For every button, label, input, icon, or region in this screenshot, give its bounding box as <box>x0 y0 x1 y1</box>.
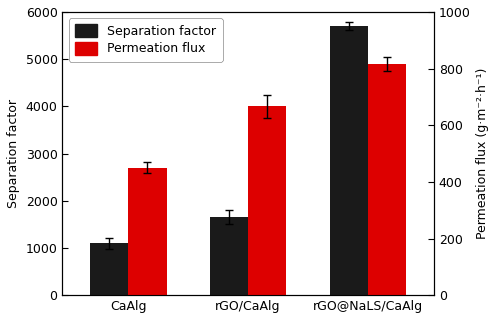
Bar <box>210 217 248 295</box>
Bar <box>329 26 368 295</box>
Bar <box>248 106 286 295</box>
Bar <box>128 168 167 295</box>
Y-axis label: Separation factor: Separation factor <box>7 99 20 208</box>
Y-axis label: Permeation flux (g·m⁻²·h⁻¹): Permeation flux (g·m⁻²·h⁻¹) <box>476 68 489 239</box>
Legend: Separation factor, Permeation flux: Separation factor, Permeation flux <box>68 18 223 62</box>
Bar <box>368 64 406 295</box>
Bar <box>90 243 128 295</box>
